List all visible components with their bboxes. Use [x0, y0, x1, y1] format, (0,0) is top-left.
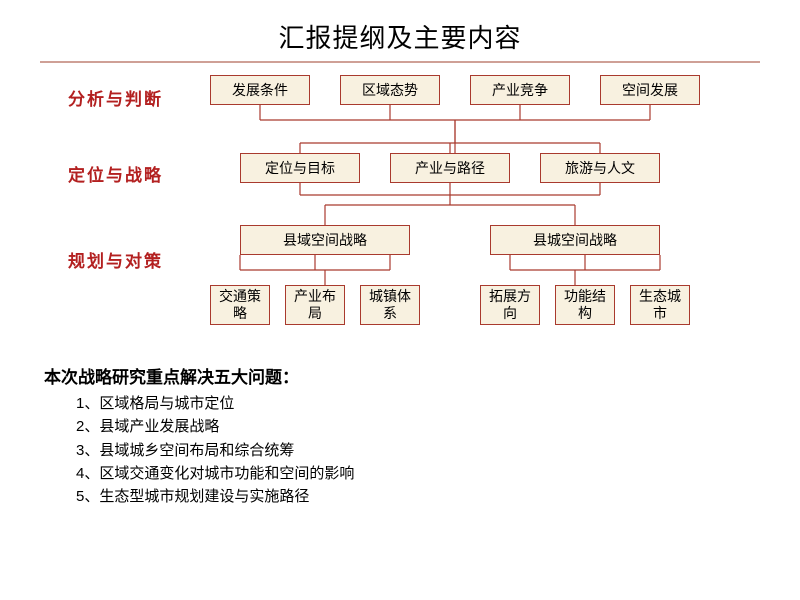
node-b15: 生态城市: [630, 285, 690, 325]
node-b6: 产业与路径: [390, 153, 510, 183]
node-b1: 发展条件: [210, 75, 310, 105]
issue-item: 4、区域交通变化对城市功能和空间的影响: [76, 462, 760, 485]
node-b13: 拓展方向: [480, 285, 540, 325]
issue-item: 3、县域城乡空间布局和综合统筹: [76, 439, 760, 462]
row-label-r3: 规划与对策: [68, 247, 163, 272]
node-b8: 县域空间战略: [240, 225, 410, 255]
row-label-r1: 分析与判断: [68, 85, 163, 110]
issue-item: 2、县域产业发展战略: [76, 415, 760, 438]
node-b14: 功能结构: [555, 285, 615, 325]
issue-item: 5、生态型城市规划建设与实施路径: [76, 485, 760, 508]
node-b10: 交通策略: [210, 285, 270, 325]
node-b3: 产业竞争: [470, 75, 570, 105]
node-b2: 区域态势: [340, 75, 440, 105]
issues-list: 1、区域格局与城市定位2、县域产业发展战略3、县域城乡空间布局和综合统筹4、区域…: [44, 392, 760, 508]
page-title: 汇报提纲及主要内容: [40, 18, 760, 55]
node-b5: 定位与目标: [240, 153, 360, 183]
issues-heading: 本次战略研究重点解决五大问题：: [44, 363, 760, 388]
node-b12: 城镇体系: [360, 285, 420, 325]
node-b4: 空间发展: [600, 75, 700, 105]
node-b7: 旅游与人文: [540, 153, 660, 183]
row-label-r2: 定位与战略: [68, 161, 163, 186]
title-divider: [40, 61, 760, 63]
node-b9: 县城空间战略: [490, 225, 660, 255]
node-b11: 产业布局: [285, 285, 345, 325]
issue-item: 1、区域格局与城市定位: [76, 392, 760, 415]
